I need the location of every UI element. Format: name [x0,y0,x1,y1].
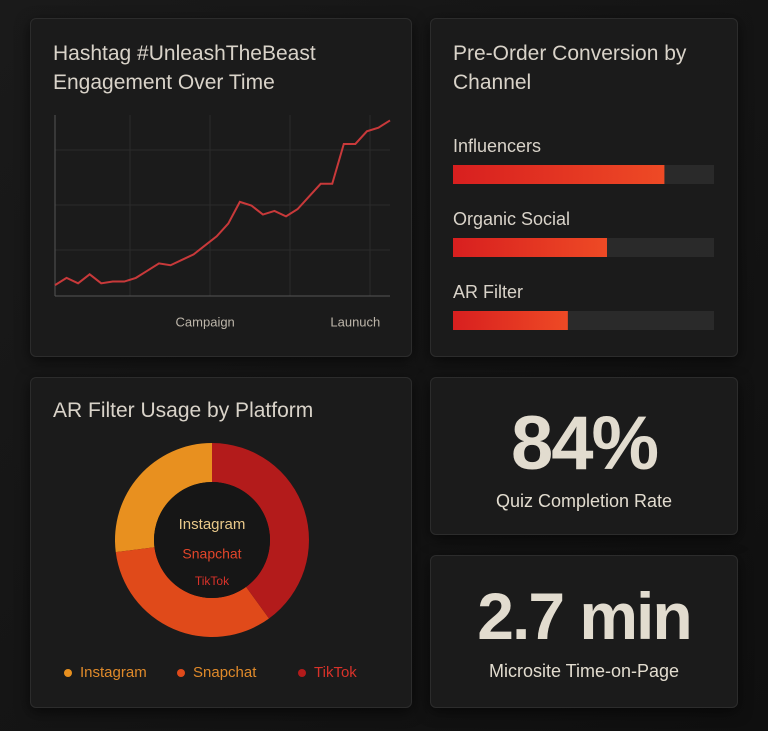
line [54,119,391,286]
x-tick-label: Launuch [330,314,380,329]
bar [453,165,665,184]
donut-segment [115,443,212,553]
card: 2.7 min Microsite Time-on-Page [430,555,738,708]
card [30,18,412,357]
center-label: Instagram [179,516,246,533]
legend-marker [298,669,306,677]
legend-label: TikTok [314,664,357,681]
bar-label: Organic Social [453,209,570,229]
donut-segment [212,443,309,619]
chart-title: Hashtag #UnleashTheBeast Engagement Over… [53,42,316,94]
donut-hole [154,482,270,598]
bar [453,311,568,330]
kpi-label: Quiz Completion Rate [495,491,673,511]
donut-segment [115,547,270,637]
center-label: TikTok [195,574,230,588]
chart-title: Pre-Order Conversion by Channel [453,42,687,94]
kpi-label: Microsite Time-on-Page [488,661,680,681]
legend-label: Snapchat [193,664,257,681]
bar-label: AR Filter [453,282,523,302]
bar [453,238,607,257]
grid [55,115,390,296]
card: 84% Quiz Completion Rate [430,377,738,535]
legend-marker [64,669,72,677]
card [430,18,738,357]
bar-label: Influencers [453,136,541,156]
x-tick-label: Campaign [176,314,235,329]
center-label: Snapchat [182,546,241,562]
chart-title: AR Filter Usage by Platform [53,399,314,422]
kpi-value: 84% [510,401,659,486]
kpi-value: 2.7 min [477,579,692,653]
legend-label: Instagram [80,664,147,681]
legend-marker [177,669,185,677]
